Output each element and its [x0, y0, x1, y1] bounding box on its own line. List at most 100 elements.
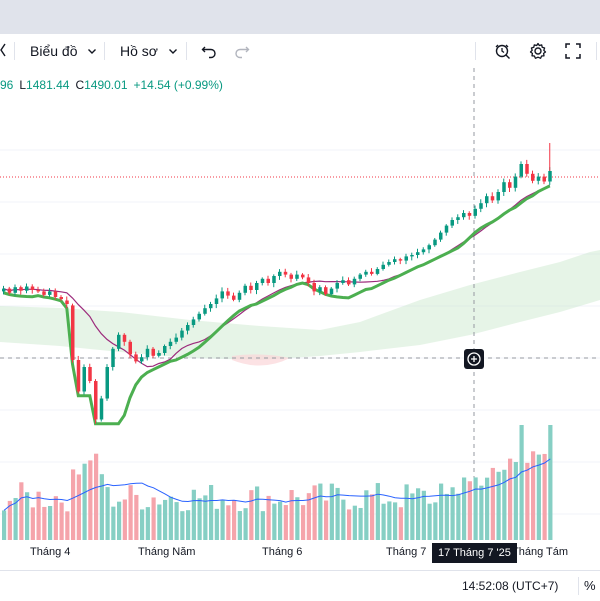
ohlc-legend: 96 L1481.44 C1490.01 +14.54 (+0.99%) — [0, 78, 229, 92]
candle-body — [525, 164, 529, 174]
volume-bar — [272, 503, 277, 540]
volume-bar — [226, 505, 231, 540]
chart-menu-label: Biểu đồ — [30, 43, 78, 59]
alert-icon[interactable] — [494, 42, 512, 60]
ichimoku-cloud-bear — [232, 354, 290, 366]
fullscreen-icon[interactable] — [565, 43, 581, 59]
chevron-left-icon[interactable] — [0, 42, 6, 58]
add-button[interactable] — [464, 349, 484, 369]
candle-body — [467, 213, 472, 216]
volume-bar — [508, 458, 513, 540]
time-axis-label: Tháng Tám — [512, 546, 569, 558]
candle-body — [65, 300, 69, 304]
volume-bar — [548, 425, 553, 540]
volume-bar — [542, 453, 547, 540]
candle-body — [168, 341, 173, 346]
volume-bar — [255, 486, 260, 540]
candle-body — [283, 271, 288, 275]
volume-bar — [421, 490, 426, 540]
candle-body — [163, 346, 167, 353]
candle-body — [341, 280, 345, 283]
volume-bar — [306, 493, 311, 540]
volume-bar — [163, 499, 168, 540]
candle-body — [134, 354, 138, 362]
candle-body — [364, 271, 368, 275]
candle-body — [266, 278, 270, 283]
close-label: C — [75, 78, 85, 92]
volume-bar — [232, 500, 237, 540]
candle-body — [117, 334, 121, 349]
percent-toggle[interactable]: % — [584, 578, 596, 593]
candle-body — [421, 249, 426, 253]
volume-bar — [364, 490, 369, 540]
profile-menu-button[interactable]: Hồ sơ — [120, 34, 178, 68]
volume-bar — [186, 510, 191, 540]
low-value: 1481.44 — [26, 78, 70, 92]
candle-body — [151, 348, 155, 356]
volume-bar — [168, 496, 173, 540]
volume-bar — [122, 499, 127, 540]
volume-bar — [13, 497, 18, 540]
volume-bar — [490, 467, 495, 540]
candle-body — [306, 277, 311, 283]
candle-body — [433, 239, 437, 246]
volume-bar — [393, 502, 398, 540]
ichimoku-cloud — [0, 250, 600, 360]
settings-icon[interactable] — [529, 42, 547, 60]
candle-body — [381, 264, 385, 269]
volume-bar — [295, 497, 300, 540]
candle-body — [335, 283, 339, 289]
status-bar: 14:52:08 (UTC+7) % — [0, 570, 600, 601]
candle-body — [410, 255, 414, 257]
candle-body — [485, 196, 489, 204]
candle-body — [209, 304, 213, 309]
candle-body — [490, 196, 495, 201]
volume-bar — [260, 511, 265, 540]
candle-body — [111, 348, 115, 367]
candle-body — [59, 297, 63, 300]
candle-body — [324, 287, 328, 295]
candle-body — [329, 288, 334, 295]
clock-readout[interactable]: 14:52:08 (UTC+7) — [462, 579, 559, 593]
candle-body — [393, 259, 397, 262]
candle-body — [13, 287, 17, 293]
candle-body — [174, 337, 178, 342]
candle-body — [416, 252, 420, 255]
volume-bar — [347, 509, 352, 540]
toolbar-divider — [14, 42, 15, 60]
volume-bar — [30, 507, 35, 540]
candle-body — [232, 295, 236, 300]
volume-bar — [214, 508, 219, 540]
change-value: +14.54 (+0.99%) — [133, 78, 223, 92]
crosshair-date-label: 17 Tháng 7 '25 — [432, 543, 517, 563]
undo-icon[interactable] — [201, 43, 217, 59]
volume-bars — [2, 425, 553, 540]
toolbar-divider — [596, 42, 597, 60]
volume-bar — [301, 505, 306, 540]
volume-bar — [341, 499, 346, 540]
volume-bar — [151, 497, 156, 540]
candle-body — [531, 173, 535, 181]
candle-body — [508, 182, 512, 188]
candle-body — [312, 283, 316, 292]
candle-body — [122, 334, 127, 342]
volume-bar — [387, 501, 392, 540]
candle-body — [427, 245, 431, 250]
candle-body — [76, 360, 81, 392]
volume-bar — [433, 502, 438, 540]
price-chart[interactable] — [0, 68, 600, 540]
volume-bar — [157, 504, 162, 540]
candle-body — [375, 269, 380, 274]
candle-body — [473, 208, 477, 216]
chart-menu-button[interactable]: Biểu đồ — [30, 34, 97, 68]
volume-bar — [531, 451, 536, 540]
candle-body — [105, 367, 109, 399]
candle-body — [295, 274, 299, 279]
candlestick-series — [2, 143, 552, 424]
volume-bar — [25, 492, 30, 540]
candle-body — [358, 274, 362, 279]
candle-body — [404, 256, 408, 261]
redo-icon[interactable] — [234, 43, 250, 59]
toolbar-divider — [104, 42, 105, 60]
volume-bar — [71, 469, 76, 540]
